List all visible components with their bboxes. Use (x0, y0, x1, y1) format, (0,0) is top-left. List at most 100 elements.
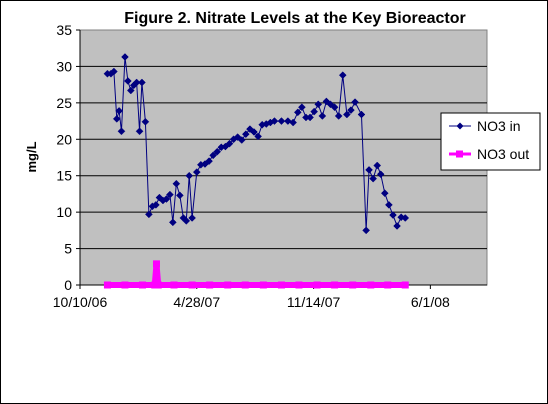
data-point (188, 281, 196, 289)
legend-box (440, 112, 541, 171)
data-point (306, 113, 314, 122)
data-point (152, 260, 160, 268)
legend-marker (456, 122, 464, 130)
data-point (310, 107, 319, 116)
plot-area (79, 29, 488, 286)
y-tick-label: 20 (56, 131, 72, 147)
data-point (126, 86, 135, 95)
data-point (365, 166, 373, 174)
data-point (259, 281, 267, 289)
data-point (162, 195, 171, 203)
data-point (389, 211, 397, 219)
data-point (254, 132, 262, 141)
legend: NO3 in NO3 out (440, 112, 541, 171)
y-axis-label: mg/L (24, 141, 39, 172)
y-tick-label: 10 (56, 204, 72, 220)
data-point (369, 174, 377, 183)
y-tick-label: 15 (56, 168, 72, 184)
data-point (330, 103, 339, 112)
data-point (401, 281, 409, 289)
data-point (168, 218, 177, 227)
data-point (112, 115, 121, 123)
data-point (373, 161, 382, 170)
data-point (393, 222, 401, 230)
legend-label: NO3 in (477, 118, 521, 134)
x-tick-label: 6/1/08 (411, 294, 450, 310)
data-point (188, 214, 196, 222)
data-point (334, 112, 343, 120)
data-point (172, 179, 181, 188)
data-point (343, 110, 351, 119)
data-point (117, 127, 126, 136)
data-point (135, 127, 144, 136)
data-point (385, 201, 393, 209)
data-point (192, 168, 201, 176)
x-tick-label: 11/14/07 (287, 294, 341, 310)
data-point (277, 117, 286, 125)
data-point (241, 281, 249, 289)
data-point (313, 281, 321, 289)
data-point (224, 281, 232, 289)
data-point (151, 281, 159, 289)
data-point (121, 53, 129, 61)
data-point (138, 281, 146, 289)
data-point (298, 103, 306, 112)
data-point (166, 190, 174, 199)
data-point (185, 171, 194, 180)
data-point (347, 106, 355, 114)
data-point (121, 281, 129, 289)
y-tick-label: 5 (64, 241, 72, 257)
y-axis: 0 5 10 15 20 25 30 35 (56, 22, 81, 293)
chart-title: Figure 2. Nitrate Levels at the Key Bior… (124, 10, 465, 27)
legend-label: NO3 out (477, 146, 529, 162)
data-point (182, 217, 191, 225)
data-point (362, 226, 370, 235)
data-point (295, 281, 303, 289)
series-layer (103, 53, 410, 289)
data-point (145, 210, 153, 219)
data-point (380, 189, 389, 198)
x-tick-label: 4/28/07 (173, 294, 220, 310)
data-point (331, 281, 339, 289)
data-point (115, 107, 123, 115)
data-point (270, 117, 279, 125)
data-point (314, 100, 323, 109)
data-point (237, 136, 246, 144)
data-point (225, 139, 234, 148)
data-point (349, 281, 357, 289)
data-point (293, 108, 302, 117)
data-point (103, 281, 111, 289)
y-tick-label: 25 (56, 95, 72, 111)
data-point (277, 281, 285, 289)
y-tick-label: 0 (64, 277, 72, 293)
data-point (241, 130, 250, 139)
data-point (318, 112, 327, 120)
data-point (338, 71, 347, 80)
data-point (132, 78, 141, 87)
data-point (154, 281, 162, 289)
x-axis: 10/10/06 4/28/07 11/14/07 6/1/08 (53, 284, 487, 310)
data-point (141, 117, 150, 126)
data-point (138, 78, 146, 87)
y-tick-label: 30 (56, 58, 72, 74)
data-point (205, 157, 213, 165)
data-point (124, 77, 132, 85)
data-point (175, 191, 184, 200)
data-point (209, 151, 217, 160)
data-point (367, 281, 375, 289)
legend-marker (456, 150, 463, 158)
data-point (250, 128, 258, 136)
data-point (289, 118, 297, 127)
data-point (357, 110, 366, 119)
data-point (384, 281, 392, 289)
data-point (351, 98, 359, 106)
data-point (206, 281, 214, 289)
data-point (110, 67, 118, 76)
data-point (213, 147, 222, 156)
data-point (401, 214, 410, 222)
y-tick-label: 35 (56, 22, 72, 38)
data-point (376, 170, 385, 179)
data-point (170, 281, 178, 289)
x-tick-label: 10/10/06 (53, 294, 108, 310)
